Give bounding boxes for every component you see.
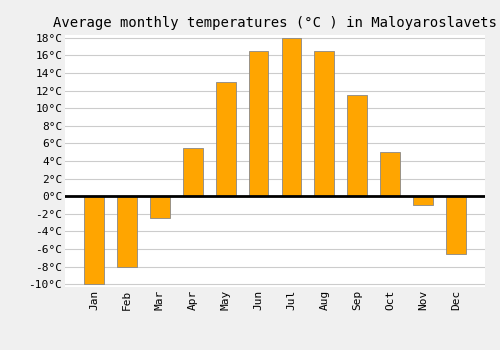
Bar xyxy=(183,148,203,196)
Bar xyxy=(380,152,400,196)
Bar xyxy=(446,196,466,253)
Bar xyxy=(150,196,170,218)
Bar xyxy=(84,196,104,284)
Bar xyxy=(348,95,367,196)
Bar xyxy=(248,51,268,196)
Title: Average monthly temperatures (°C ) in Maloyaroslavets: Average monthly temperatures (°C ) in Ma… xyxy=(53,16,497,30)
Bar xyxy=(314,51,334,196)
Bar xyxy=(413,196,433,205)
Bar xyxy=(117,196,137,267)
Bar xyxy=(216,82,236,196)
Bar xyxy=(282,38,302,196)
